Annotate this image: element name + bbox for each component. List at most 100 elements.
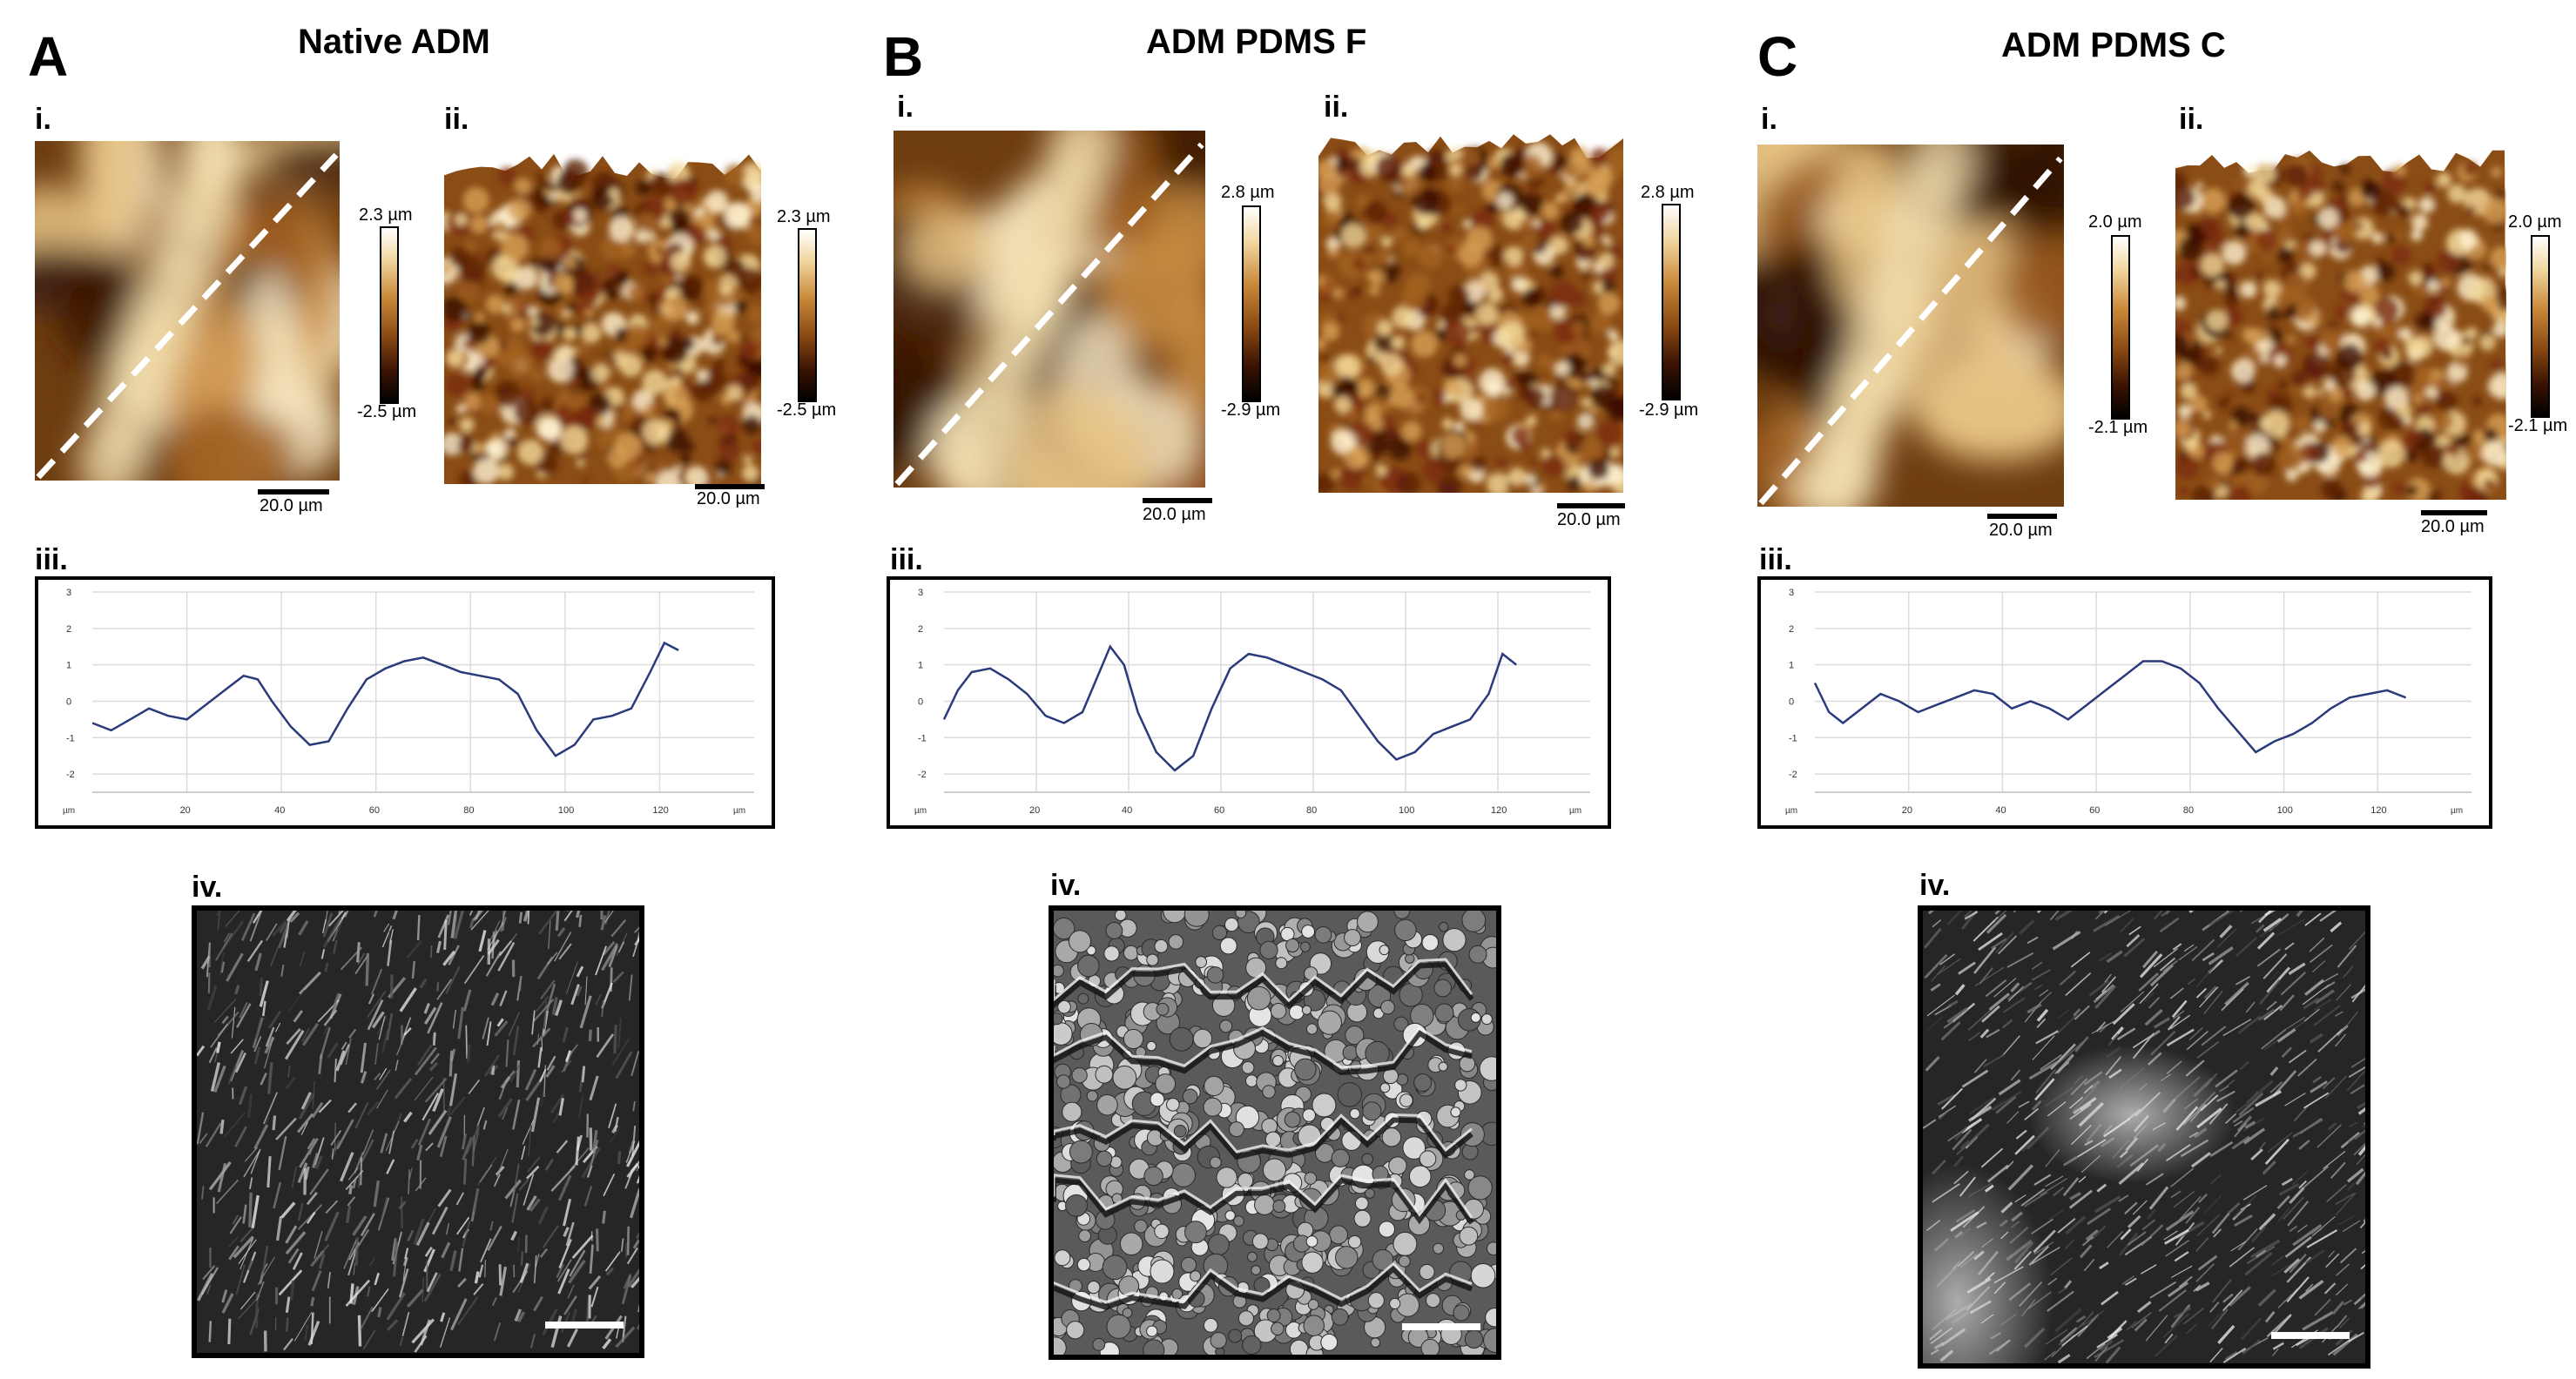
label-ii: ii.	[444, 103, 469, 136]
colorbar-3d-min: -2.9 µm	[1639, 400, 1699, 420]
x-tick-label: 80	[463, 805, 474, 816]
sem-image	[1918, 905, 2370, 1369]
y-tick-label: 0	[918, 696, 923, 707]
colorbar-2d-min: -2.9 µm	[1221, 400, 1281, 420]
y-tick-label: 1	[918, 661, 923, 671]
y-tick-label: -1	[918, 733, 927, 743]
x-tick-label: 100	[2277, 805, 2293, 816]
y-tick-label: -2	[66, 770, 75, 780]
panel-title: ADM PDMS F	[1146, 23, 1367, 61]
label-iii: iii.	[1759, 543, 1792, 576]
panel-b: B ADM PDMS F i. 2.8 µm -2.9 µm 20.0 µm i…	[859, 0, 1717, 1379]
x-tick-label: 40	[1995, 805, 2006, 816]
x-tick-label: 80	[1306, 805, 1317, 816]
afm-2d-image	[1757, 145, 2064, 507]
panel-letter: B	[883, 25, 924, 88]
x-tick-label: 80	[2183, 805, 2194, 816]
x-unit-label: µm	[2451, 806, 2463, 816]
y-tick-label: 3	[66, 588, 71, 598]
sem-image	[192, 905, 644, 1358]
label-iii: iii.	[35, 543, 68, 576]
x-tick-label: 20	[1029, 805, 1040, 816]
scale-bar-2d	[258, 489, 329, 494]
label-i: i.	[35, 103, 51, 136]
x-unit-label: µm	[1569, 806, 1581, 816]
afm-3d-image	[1318, 127, 1623, 493]
colorbar-3d-max: 2.3 µm	[777, 207, 831, 226]
height-profile-chart: 3 2 1 0 -1 -2 20 40 60 80 100 120 µm µm	[1757, 576, 2492, 829]
x-tick-label: 60	[1214, 805, 1224, 816]
y-tick-label: 2	[1789, 624, 1794, 635]
x-unit-label: µm	[733, 806, 745, 816]
height-profile-chart: 3 2 1 0 -1 -2 20 40 60 80 100 120 µm µm	[35, 576, 775, 829]
y-tick-label: 1	[66, 661, 71, 671]
y-tick-label: -1	[1789, 733, 1797, 743]
panel-a: A Native ADM i. 2.3 µm -2.5 µm 20.0 µm i…	[0, 0, 859, 1379]
y-tick-label: -2	[918, 770, 927, 780]
colorbar-2d-max: 2.3 µm	[359, 205, 413, 225]
y-tick-label: 2	[918, 624, 923, 635]
x-tick-label: 20	[1902, 805, 1912, 816]
y-tick-label: 2	[66, 624, 71, 635]
scale-bar-2d	[1143, 498, 1212, 503]
afm-3d-image	[444, 146, 761, 484]
afm-2d-image	[894, 131, 1205, 488]
profile-series-line	[91, 641, 679, 757]
x-tick-label: 60	[2089, 805, 2100, 816]
x-unit-label: µm	[63, 806, 75, 816]
scale-bar-3d-label: 20.0 µm	[697, 489, 760, 508]
label-i: i.	[897, 91, 914, 124]
x-unit-label: µm	[1785, 806, 1797, 816]
scale-bar-3d	[1557, 503, 1625, 508]
panel-letter: A	[28, 25, 69, 88]
panel-title: ADM PDMS C	[2001, 26, 2226, 64]
profile-series-line	[942, 644, 1517, 772]
label-i: i.	[1761, 103, 1777, 136]
panel-letter: C	[1757, 25, 1798, 88]
x-tick-label: 40	[274, 805, 285, 816]
scale-bar-2d-label: 20.0 µm	[1143, 505, 1206, 524]
y-tick-label: 3	[918, 588, 923, 598]
colorbar-3d-max: 2.0 µm	[2508, 212, 2562, 232]
label-iii: iii.	[890, 543, 923, 576]
panel-c: C ADM PDMS C i. 2.0 µm -2.1 µm 20.0 µm i…	[1717, 0, 2576, 1379]
x-tick-label: 40	[1122, 805, 1132, 816]
colorbar-3d-max: 2.8 µm	[1641, 183, 1695, 202]
label-ii: ii.	[2179, 103, 2204, 136]
x-tick-label: 120	[652, 805, 668, 816]
x-tick-label: 100	[558, 805, 574, 816]
colorbar-2d-max: 2.0 µm	[2088, 212, 2142, 232]
scale-bar-2d-label: 20.0 µm	[1989, 521, 2053, 540]
label-iv: iv.	[1919, 869, 1951, 902]
scale-bar-3d-label: 20.0 µm	[1557, 510, 1621, 529]
scale-bar-3d	[2421, 510, 2487, 515]
y-tick-label: 0	[66, 696, 71, 707]
x-tick-label: 120	[1491, 805, 1507, 816]
colorbar-3d	[798, 228, 817, 402]
y-tick-label: 0	[1789, 696, 1794, 707]
colorbar-2d	[380, 226, 399, 404]
x-unit-label: µm	[914, 806, 927, 816]
sem-image	[1049, 905, 1501, 1360]
scale-bar-3d	[695, 484, 765, 489]
colorbar-2d	[2111, 235, 2130, 420]
y-tick-label: 1	[1789, 661, 1794, 671]
colorbar-2d-min: -2.1 µm	[2088, 418, 2148, 437]
x-tick-label: 120	[2370, 805, 2386, 816]
colorbar-3d-min: -2.1 µm	[2508, 416, 2568, 435]
panel-title: Native ADM	[298, 23, 490, 61]
x-tick-label: 100	[1399, 805, 1414, 816]
label-ii: ii.	[1324, 91, 1349, 124]
colorbar-2d-max: 2.8 µm	[1221, 183, 1275, 202]
scale-bar-2d-label: 20.0 µm	[260, 496, 323, 515]
colorbar-3d	[2531, 235, 2550, 418]
height-profile-chart: 3 2 1 0 -1 -2 20 40 60 80 100 120 µm µm	[887, 576, 1611, 829]
colorbar-2d-min: -2.5 µm	[357, 402, 417, 421]
label-iv: iv.	[192, 871, 223, 904]
afm-3d-image	[2175, 143, 2506, 500]
colorbar-2d	[1242, 205, 1261, 402]
profile-series-line	[1813, 660, 2407, 754]
x-tick-label: 60	[369, 805, 380, 816]
afm-2d-image	[35, 141, 340, 481]
x-tick-label: 20	[180, 805, 191, 816]
